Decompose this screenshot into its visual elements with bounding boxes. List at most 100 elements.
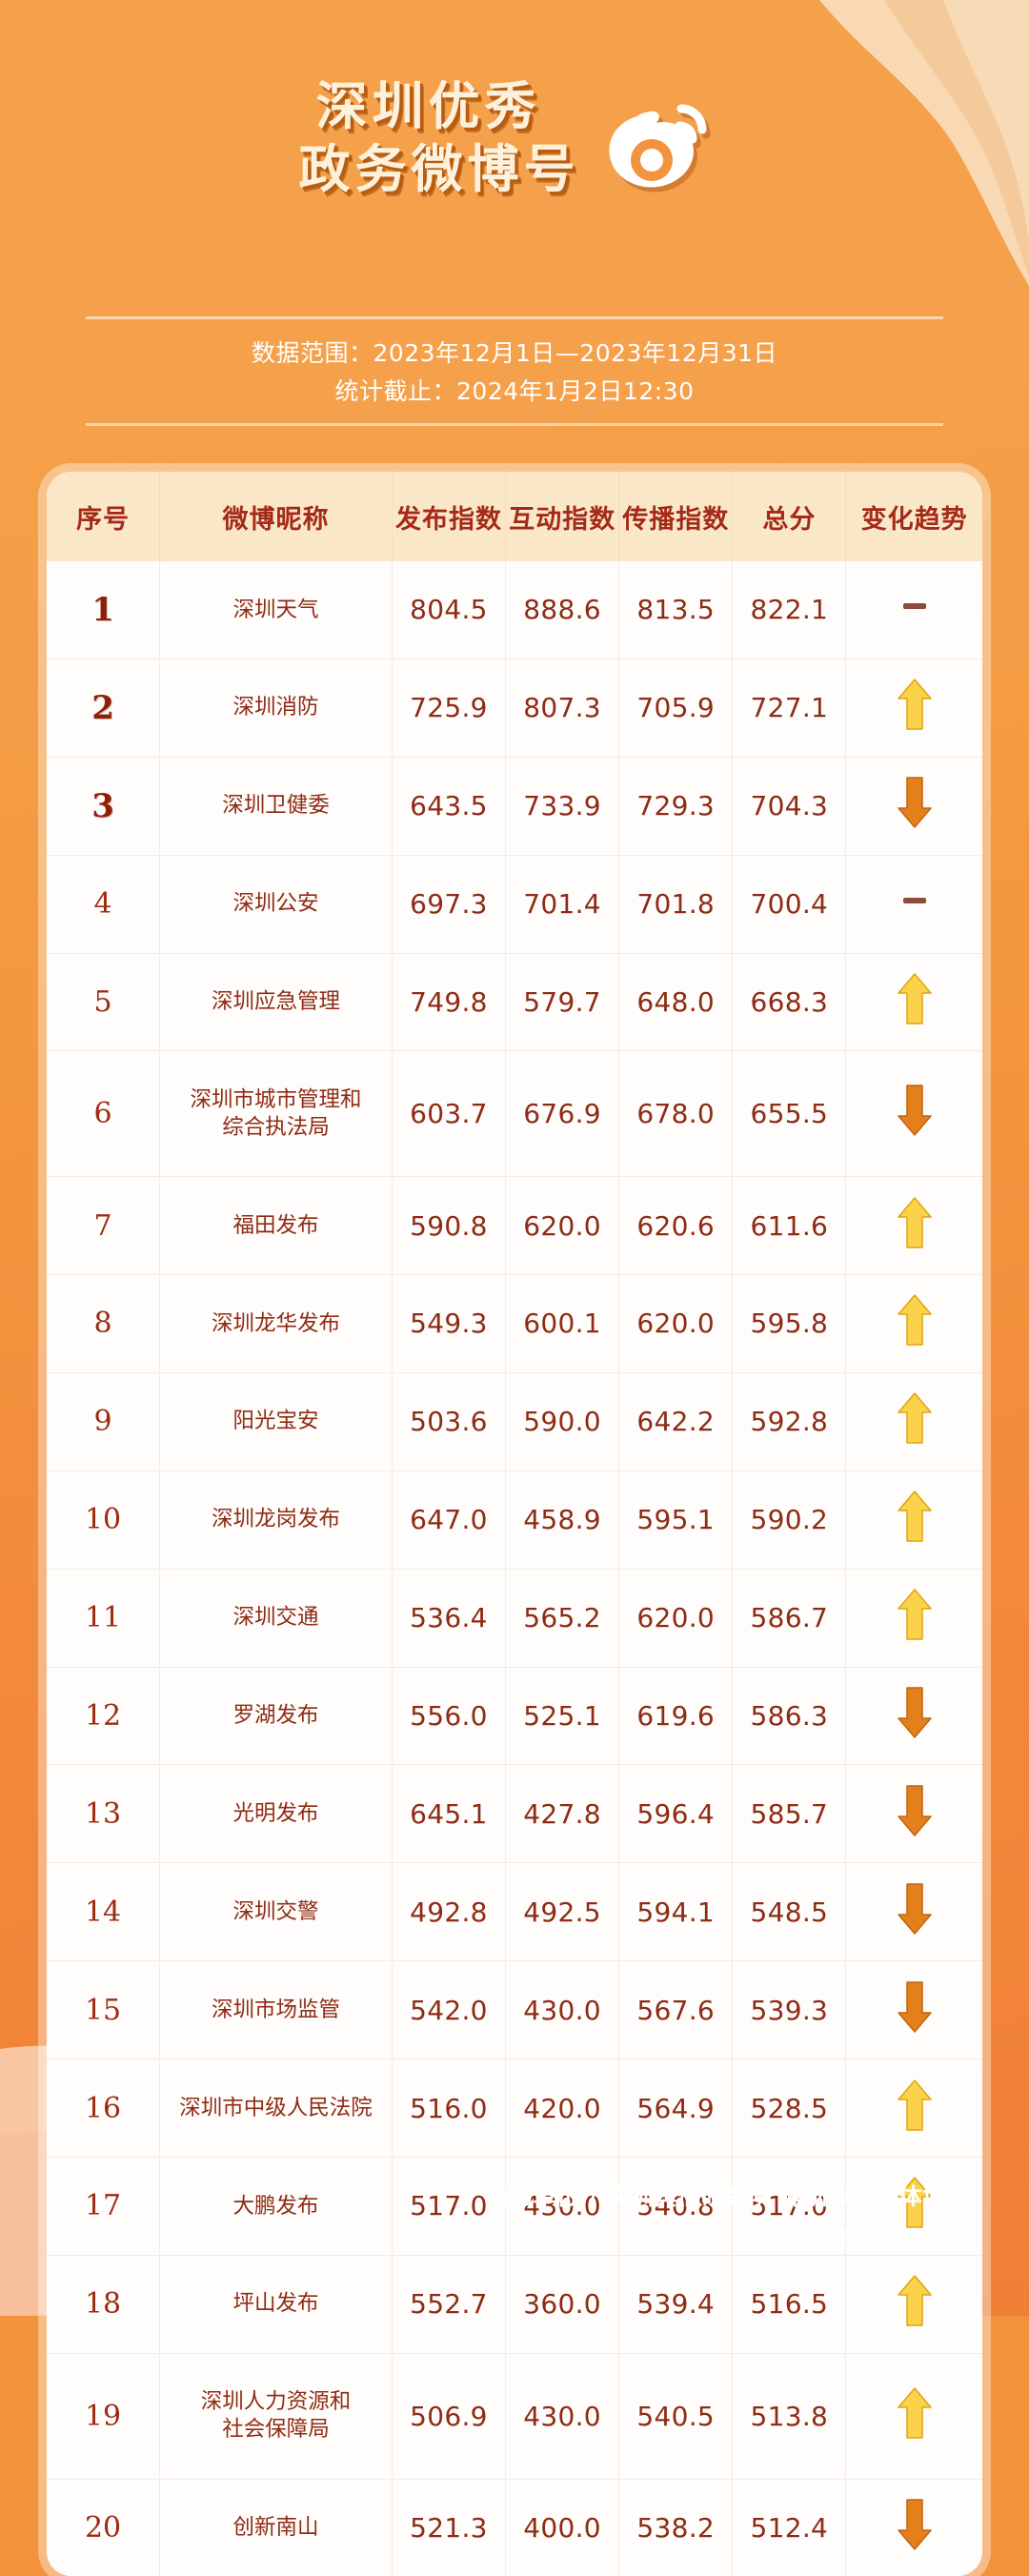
publish-index-value: 517.0 — [410, 2190, 488, 2222]
cell-interact-index: 620.0 — [505, 1176, 620, 1275]
cell-spread-index: 540.8 — [618, 2157, 734, 2256]
table-row: 16 深圳市中级人民法院 516.0 420.0 564.9 528.5 — [47, 2059, 982, 2158]
cell-total-score: 516.5 — [732, 2254, 847, 2354]
cell-rank: 4 — [47, 854, 161, 954]
data-range-band: 数据范围：2023年12月1日—2023年12月31日 统计截止：2024年1月… — [86, 316, 943, 426]
interact-index-value: 458.9 — [523, 1504, 601, 1536]
column-header-rank: 序号 — [47, 472, 161, 561]
table-body: 1 深圳天气 804.5 888.6 813.5 822.1 2 深圳消防 725.9 807.3… — [47, 561, 982, 2576]
table-row: 11 深圳交通 536.4 565.2 620.0 586.7 — [47, 1568, 982, 1668]
rank-value: 18 — [84, 2287, 122, 2322]
interact-index-value: 525.1 — [523, 1700, 601, 1733]
cell-total-score: 700.4 — [732, 854, 847, 954]
cell-total-score: 586.7 — [732, 1568, 847, 1668]
footer-data-source: 数据支持 | 清博指数 — [754, 2225, 970, 2253]
cell-spread-index: 567.6 — [618, 1960, 734, 2059]
cell-nickname: 深圳人力资源和 社会保障局 — [159, 2352, 393, 2480]
cell-interact-index: 360.0 — [505, 2254, 620, 2354]
publish-index-value: 749.8 — [410, 986, 488, 1018]
rank-value: 14 — [84, 1895, 122, 1929]
cell-spread-index: 564.9 — [618, 2059, 734, 2158]
table-row: 20 创新南山 521.3 400.0 538.2 512.4 — [47, 2478, 982, 2576]
spread-index-value: 620.0 — [636, 1602, 716, 1634]
trend-down-icon — [897, 1784, 933, 1837]
publish-index-value: 506.9 — [410, 2400, 488, 2432]
cell-rank: 13 — [47, 1764, 161, 1863]
publish-index-value: 725.9 — [410, 692, 488, 724]
spread-index-value: 594.1 — [636, 1896, 716, 1928]
publish-index-value: 697.3 — [410, 888, 488, 921]
cell-publish-index: 492.8 — [392, 1862, 507, 1961]
cell-total-score: 513.8 — [732, 2352, 847, 2480]
interact-index-value: 420.0 — [523, 2092, 601, 2124]
cell-nickname: 深圳龙岗发布 — [159, 1470, 393, 1570]
cell-interact-index: 579.7 — [505, 952, 620, 1051]
cell-interact-index: 701.4 — [505, 854, 620, 954]
spread-index-value: 729.3 — [636, 790, 716, 822]
total-score-value: 611.6 — [750, 1209, 829, 1242]
rank-value: 20 — [84, 2510, 122, 2545]
cell-total-score: 595.8 — [732, 1274, 847, 1373]
interact-index-value: 430.0 — [523, 1994, 601, 2026]
cell-interact-index: 590.0 — [505, 1371, 620, 1471]
cell-total-score: 517.0 — [732, 2157, 847, 2256]
cell-rank: 19 — [47, 2352, 161, 2480]
cell-spread-index: 619.6 — [618, 1666, 734, 1765]
cell-rank: 7 — [47, 1176, 161, 1275]
nickname-value: 深圳交警 — [232, 1898, 319, 1924]
cell-spread-index: 648.0 — [618, 952, 734, 1051]
nickname-value: 深圳龙华发布 — [211, 1310, 340, 1336]
spread-index-value: 540.5 — [636, 2400, 716, 2432]
publish-index-value: 556.0 — [410, 1700, 488, 1733]
rank-value: 4 — [93, 887, 112, 922]
trend-down-icon — [897, 1980, 933, 2034]
cell-trend — [845, 2059, 982, 2158]
cell-spread-index: 596.4 — [618, 1764, 734, 1863]
cell-publish-index: 517.0 — [392, 2157, 507, 2256]
cell-total-score: 585.7 — [732, 1764, 847, 1863]
wave-top-right-icon — [819, 0, 1029, 286]
spread-index-value: 540.8 — [636, 2190, 716, 2222]
cell-nickname: 深圳应急管理 — [159, 952, 393, 1051]
column-header-nickname: 微博昵称 — [159, 472, 393, 561]
publish-index-value: 804.5 — [410, 594, 488, 626]
total-score-value: 595.8 — [750, 1308, 829, 1340]
cell-interact-index: 430.0 — [505, 1960, 620, 2059]
cell-nickname: 深圳交警 — [159, 1862, 393, 1961]
cell-spread-index: 620.0 — [618, 1274, 734, 1373]
nickname-value: 创新南山 — [232, 2515, 319, 2541]
cell-total-score: 727.1 — [732, 658, 847, 758]
total-score-value: 586.7 — [750, 1602, 829, 1634]
title-text-group: 深圳优秀 政务微博号 — [299, 75, 580, 201]
page-title-line1: 深圳优秀 — [315, 76, 541, 137]
cell-spread-index: 594.1 — [618, 1862, 734, 1961]
cell-interact-index: 400.0 — [505, 2478, 620, 2576]
rank-value: 12 — [84, 1699, 122, 1734]
table-row: 13 光明发布 645.1 427.8 596.4 585.7 — [47, 1764, 982, 1863]
cell-rank: 3 — [47, 756, 161, 856]
cell-nickname: 深圳市中级人民法院 — [159, 2059, 393, 2158]
cell-interact-index: 565.2 — [505, 1568, 620, 1668]
cell-total-score: 548.5 — [732, 1862, 847, 1961]
cell-spread-index: 642.2 — [618, 1371, 734, 1471]
cell-total-score: 704.3 — [732, 756, 847, 856]
interact-index-value: 600.1 — [523, 1308, 601, 1340]
cell-interact-index: 676.9 — [505, 1050, 620, 1177]
total-score-value: 727.1 — [750, 692, 829, 724]
trend-up-icon — [897, 678, 933, 731]
rank-value: 11 — [84, 1601, 122, 1635]
column-header-publish: 发布指数 — [392, 472, 507, 561]
cell-nickname: 阳光宝安 — [159, 1371, 393, 1471]
cell-total-score: 512.4 — [732, 2478, 847, 2576]
cell-rank: 16 — [47, 2059, 161, 2158]
table-row: 7 福田发布 590.8 620.0 620.6 611.6 — [47, 1176, 982, 1275]
nickname-value: 深圳公安 — [232, 891, 319, 917]
cell-spread-index: 678.0 — [618, 1050, 734, 1177]
spread-index-value: 701.8 — [636, 888, 716, 921]
spread-index-value: 538.2 — [636, 2511, 716, 2544]
cell-spread-index: 620.6 — [618, 1176, 734, 1275]
cell-rank: 2 — [47, 658, 161, 758]
nickname-value: 深圳天气 — [232, 597, 319, 622]
interact-index-value: 676.9 — [523, 1098, 601, 1130]
publish-index-value: 521.3 — [410, 2511, 488, 2544]
